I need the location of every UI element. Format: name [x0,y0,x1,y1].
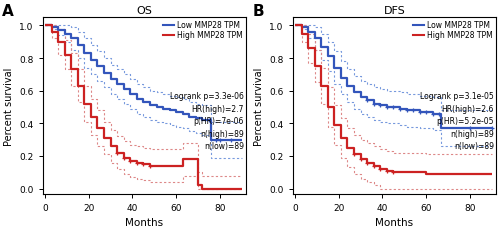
Legend: Low MMP28 TPM, High MMP28 TPM: Low MMP28 TPM, High MMP28 TPM [162,20,244,41]
Text: Logrank p=3.3e-06
HR(high)=2.7
p(HR)=7e-06
n(high)=89
n(low)=89: Logrank p=3.3e-06 HR(high)=2.7 p(HR)=7e-… [170,92,244,151]
Legend: Low MMP28 TPM, High MMP28 TPM: Low MMP28 TPM, High MMP28 TPM [412,20,494,41]
Y-axis label: Percent survival: Percent survival [4,67,14,145]
Title: DFS: DFS [384,6,406,16]
X-axis label: Months: Months [376,217,414,227]
X-axis label: Months: Months [126,217,164,227]
Text: Logrank p=3.1e-05
HR(high)=2.6
p(HR)=5.2e-05
n(high)=89
n(low)=89: Logrank p=3.1e-05 HR(high)=2.6 p(HR)=5.2… [420,92,494,151]
Y-axis label: Percent survival: Percent survival [254,67,264,145]
Title: OS: OS [136,6,152,16]
Text: A: A [2,4,14,19]
Text: B: B [252,4,264,19]
